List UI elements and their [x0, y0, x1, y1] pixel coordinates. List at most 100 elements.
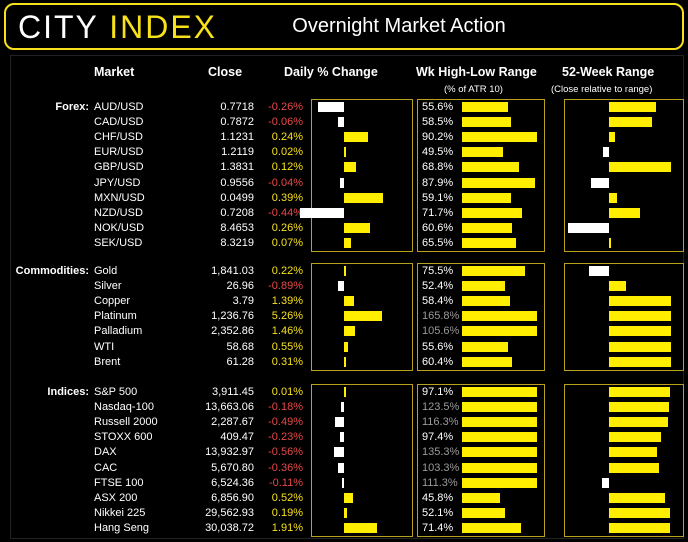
- wk-range-bar: [462, 326, 537, 337]
- daily-change-value: -0.49%: [268, 416, 303, 429]
- close-value: 3,911.45: [211, 386, 254, 398]
- daily-change-bar: [339, 432, 344, 443]
- yr-range-bar: [609, 432, 662, 443]
- logo-index: INDEX: [109, 9, 217, 45]
- daily-change-value: 0.19%: [271, 506, 303, 519]
- daily-change-bar: [344, 237, 351, 248]
- daily-change-value: 1.91%: [271, 521, 303, 534]
- daily-change-value: 1.39%: [271, 295, 303, 308]
- close-value: 61.28: [226, 355, 254, 368]
- wk-range-value: 135.3%: [422, 446, 460, 459]
- daily-change-value: -0.18%: [268, 401, 303, 414]
- wk-range-box: [417, 263, 545, 371]
- daily-change-value: 0.12%: [271, 161, 303, 174]
- daily-change-bar: [344, 266, 346, 276]
- market-name: CHF/USD: [94, 131, 143, 144]
- daily-change-bar: [340, 177, 344, 188]
- yr-range-bar: [609, 117, 653, 128]
- yr-range-bar: [609, 522, 671, 533]
- yr-range-bar: [609, 356, 671, 367]
- wk-range-value: 68.8%: [422, 161, 454, 174]
- yr-range-bar: [568, 222, 609, 233]
- yr-range-box: [564, 263, 684, 371]
- daily-change-bar: [344, 222, 370, 233]
- market-name: AUD/USD: [94, 101, 144, 113]
- market-name: DAX: [94, 446, 117, 459]
- close-value: 58.68: [226, 340, 254, 353]
- daily-change-box: [311, 263, 413, 371]
- market-name: CAC: [94, 461, 118, 474]
- market-name: WTI: [94, 340, 115, 353]
- wk-range-bar: [462, 266, 525, 276]
- wk-range-bar: [462, 117, 511, 128]
- daily-change-box: [311, 99, 413, 252]
- wk-range-value: 49.5%: [422, 146, 454, 159]
- wk-range-bar: [462, 162, 520, 173]
- yr-range-bar: [609, 132, 615, 143]
- close-value: 2,287.67: [211, 416, 254, 429]
- close-value: 1.1231: [220, 131, 254, 144]
- yr-range-bar: [602, 477, 609, 488]
- wk-range-bar: [462, 132, 537, 143]
- wk-range-value: 90.2%: [422, 131, 454, 144]
- market-name: Brent: [94, 355, 121, 368]
- wk-range-bar: [462, 341, 509, 352]
- daily-change-bar: [344, 356, 347, 367]
- wk-range-bar: [462, 281, 506, 292]
- market-table: Market Close Daily % Change Wk High-Low …: [10, 55, 684, 539]
- wk-range-bar: [462, 296, 511, 307]
- daily-change-box: [311, 384, 413, 537]
- yr-range-bar: [609, 447, 658, 458]
- wk-range-value: 103.3%: [422, 461, 460, 474]
- daily-change-bar: [318, 102, 344, 112]
- daily-change-value: -0.11%: [268, 476, 303, 489]
- wk-range-bar: [462, 102, 509, 112]
- wk-range-bar: [462, 222, 513, 233]
- daily-change-value: -0.04%: [268, 176, 303, 189]
- col-wk: Wk High-Low Range: [416, 65, 537, 79]
- market-name: Platinum: [94, 310, 137, 323]
- col-daily: Daily % Change: [284, 65, 378, 79]
- yr-range-bar: [609, 507, 670, 518]
- header-bar: CITY INDEX Overnight Market Action: [4, 3, 684, 50]
- wk-range-bar: [462, 432, 537, 443]
- close-value: 5,670.80: [211, 461, 254, 474]
- daily-change-bar: [344, 341, 348, 352]
- close-value: 8.3219: [220, 236, 254, 249]
- close-value: 0.0499: [220, 191, 254, 204]
- close-value: 0.7718: [220, 101, 254, 113]
- wk-range-bar: [462, 311, 537, 322]
- wk-range-value: 58.4%: [422, 295, 454, 308]
- close-value: 0.9556: [220, 176, 254, 189]
- market-name: NOK/USD: [94, 221, 145, 234]
- daily-change-bar: [344, 192, 383, 203]
- market-name: S&P 500: [94, 386, 138, 398]
- close-value: 13,932.97: [205, 446, 254, 459]
- yr-range-bar: [609, 192, 618, 203]
- market-name: Russell 2000: [94, 416, 158, 429]
- wk-range-value: 55.6%: [422, 340, 454, 353]
- section-label: Commodities:: [15, 265, 89, 277]
- daily-change-value: -0.26%: [268, 101, 303, 113]
- wk-range-value: 75.5%: [422, 265, 454, 277]
- yr-range-bar: [609, 492, 665, 503]
- wk-range-bar: [462, 507, 506, 518]
- market-name: ASX 200: [94, 491, 138, 504]
- wk-range-bar: [462, 387, 537, 397]
- daily-change-bar: [344, 311, 382, 322]
- col-market: Market: [94, 65, 135, 79]
- section-label: Indices:: [47, 386, 89, 398]
- daily-change-bar: [342, 477, 344, 488]
- market-name: Nikkei 225: [94, 506, 146, 519]
- wk-range-value: 59.1%: [422, 191, 454, 204]
- city-index-logo: CITY INDEX: [18, 9, 217, 46]
- yr-range-bar: [603, 147, 609, 158]
- wk-range-bar: [462, 177, 535, 188]
- wk-range-value: 60.6%: [422, 221, 454, 234]
- yr-range-bar: [609, 207, 640, 218]
- wk-range-value: 71.7%: [422, 206, 454, 219]
- yr-range-bar: [609, 237, 611, 248]
- wk-range-value: 60.4%: [422, 355, 454, 368]
- daily-change-bar: [337, 281, 344, 292]
